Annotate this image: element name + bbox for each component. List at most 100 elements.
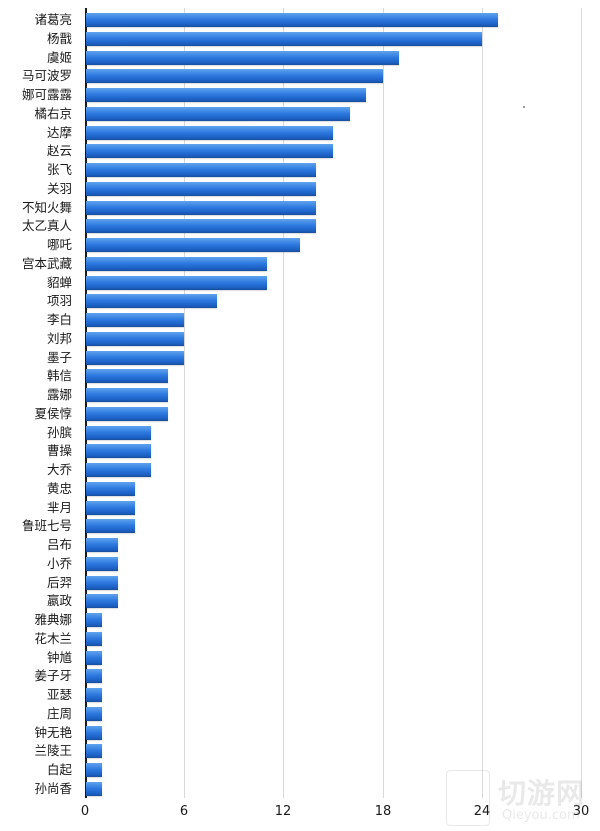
bar [86,144,333,159]
bar-row: 亚瑟 [0,686,600,704]
bar [86,406,168,421]
bar [86,369,168,384]
category-label: 吕布 [46,537,72,552]
bar-row: 刘邦 [0,330,600,348]
bar-row: 宫本武藏 [0,255,600,273]
category-label: 达摩 [46,124,72,140]
bar-row: 虞姬 [0,49,600,67]
category-label: 哪吒 [46,237,72,252]
category-label: 橘右京 [34,105,72,121]
bar [86,313,185,327]
gridline [383,8,384,798]
x-tick-label: 6 [179,804,189,819]
bar-row: 兰陵王 [0,742,600,760]
category-label: 刘邦 [46,330,72,346]
bar [86,425,152,440]
category-label: 黄忠 [46,480,72,496]
bar-row: 白起 [0,761,600,779]
category-label: 花木兰 [34,630,72,646]
bar-row: 哪吒 [0,236,600,254]
bar [86,388,168,402]
bar [86,500,135,515]
category-label: 不知火舞 [21,199,72,215]
bar-row: 韩信 [0,367,600,385]
category-label: 貂蝉 [46,274,72,290]
bar [86,538,119,552]
bar-row: 后羿 [0,574,600,592]
bar-row: 赵云 [0,142,600,160]
bar [86,200,317,215]
category-label: 太乙真人 [21,218,72,234]
category-label: 庄周 [46,705,72,721]
bar-row: 姜子牙 [0,667,600,685]
bar-row: 芈月 [0,499,600,517]
watermark-subtext: Qieyou.com [502,808,580,823]
bar [86,50,400,65]
category-label: 李白 [46,312,72,327]
bar [86,106,350,121]
bar [86,181,317,196]
category-label: 杨戬 [46,30,72,46]
bar [86,688,102,702]
category-label: 芈月 [46,499,72,515]
bar [86,613,102,627]
bar-row: 马可波罗 [0,67,600,85]
category-label: 钟无艳 [34,724,72,740]
bar [86,238,300,252]
bar [86,463,152,477]
bar [86,88,367,102]
category-label: 大乔 [46,462,72,477]
gridline [283,8,284,798]
bar [86,294,218,309]
category-label: 张飞 [46,162,72,177]
bar [86,575,119,590]
bar [86,350,185,365]
bar [86,69,383,84]
bar [86,631,102,646]
category-label: 孙膑 [46,424,72,440]
bar [86,781,102,796]
category-label: 韩信 [46,368,72,384]
bar-row: 诸葛亮 [0,11,600,29]
category-label: 小乔 [46,555,72,571]
bar-row: 孙膑 [0,424,600,442]
bar [86,256,267,271]
bar [86,650,102,665]
bar [86,331,185,346]
bar-row: 露娜 [0,386,600,404]
bar-row: 鲁班七号 [0,517,600,535]
gridline [581,8,582,798]
category-label: 曹操 [46,443,72,459]
bar [86,13,499,27]
bar [86,763,102,777]
category-label: 姜子牙 [34,668,72,684]
category-label: 项羽 [46,293,72,309]
category-label: 嬴政 [46,593,72,609]
bar-row: 大乔 [0,461,600,479]
x-tick-label: 30 [572,804,590,819]
bar [86,556,119,571]
bar-row: 关羽 [0,180,600,198]
category-label: 兰陵王 [34,743,72,759]
bar [86,125,333,140]
bar-row: 花木兰 [0,630,600,648]
x-tick-label: 12 [274,804,292,819]
bar [86,275,267,290]
category-label: 钟馗 [46,649,72,665]
bar-row: 娜可露露 [0,86,600,104]
bar-row: 项羽 [0,292,600,310]
category-label: 马可波罗 [21,68,72,84]
bar-row: 钟馗 [0,649,600,667]
bar-row: 橘右京 [0,105,600,123]
bar-row: 达摩 [0,124,600,142]
gridline [482,8,483,798]
category-label: 墨子 [46,349,72,365]
category-label: 虞姬 [46,49,72,65]
y-axis-line [85,8,87,798]
bar-row: 钟无艳 [0,724,600,742]
category-label: 后羿 [46,574,72,590]
category-label: 雅典娜 [34,612,72,627]
bar-row: 曹操 [0,442,600,460]
bar-row: 吕布 [0,536,600,554]
